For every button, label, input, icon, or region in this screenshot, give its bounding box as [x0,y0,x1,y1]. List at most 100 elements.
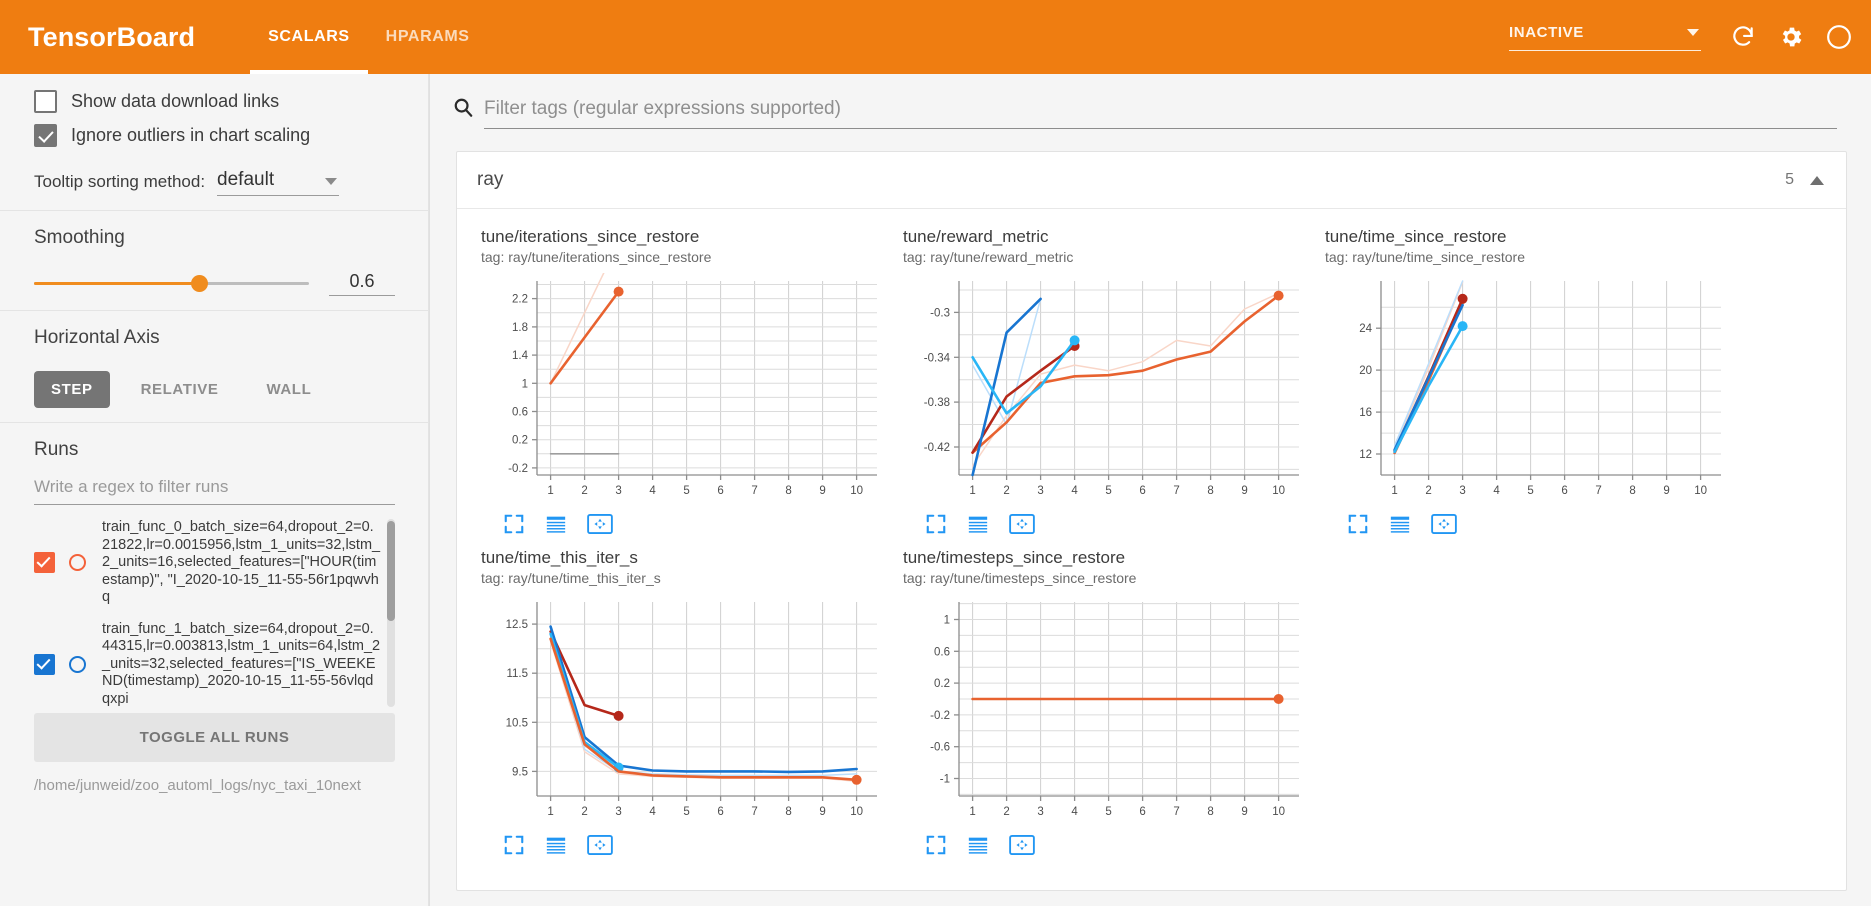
data-table-icon[interactable] [545,834,567,861]
horizontal-axis-section: Horizontal Axis STEP RELATIVE WALL [0,311,429,423]
svg-text:7: 7 [751,806,757,818]
slider-fill [34,281,199,285]
svg-text:4: 4 [649,806,656,818]
svg-text:-0.2: -0.2 [930,710,950,722]
svg-text:1.4: 1.4 [512,350,529,362]
svg-text:3: 3 [615,806,621,818]
svg-text:12.5: 12.5 [506,619,528,631]
chart-title: tune/reward_metric [903,227,1049,246]
smoothing-slider[interactable] [34,274,309,293]
svg-text:9: 9 [1241,806,1247,818]
run-status-value: INACTIVE [1509,23,1584,41]
chart-plot[interactable]: -0.3 -0.34 -0.38 -0.42 1 2 3 4 5 6 7 8 9 10 [903,273,1307,505]
svg-text:8: 8 [1629,485,1635,497]
fit-domain-icon[interactable] [587,513,613,540]
svg-text:5: 5 [683,806,689,818]
gear-icon[interactable] [1767,13,1815,61]
svg-text:4: 4 [1493,485,1500,497]
expand-icon[interactable] [1347,513,1369,540]
show-download-links-row[interactable]: Show data download links [34,90,395,113]
smoothing-label: Smoothing [34,227,125,248]
expand-icon[interactable] [925,834,947,861]
ignore-outliers-row[interactable]: Ignore outliers in chart scaling [34,124,395,147]
list-item[interactable]: train_func_1_batch_size=64,dropout_2=0.4… [34,621,381,708]
svg-text:8: 8 [1207,806,1213,818]
svg-text:10: 10 [1272,806,1285,818]
tab-scalars[interactable]: SCALARS [250,0,368,74]
chart-plot[interactable]: 1 0.6 0.2 -0.2 -0.6 -1 1 2 3 4 5 6 7 8 9 10 [903,594,1307,826]
chart-card-1: tune/reward_metric tag: ray/tune/reward_… [903,227,1313,540]
smoothing-section: Smoothing 0.6 [0,211,429,311]
fit-domain-icon[interactable] [1009,834,1035,861]
fit-domain-icon[interactable] [1431,513,1457,540]
svg-text:8: 8 [1207,485,1213,497]
chart-tag: tag: ray/tune/time_this_iter_s [481,570,661,586]
chart-title: tune/time_this_iter_s [481,548,638,567]
run-checkbox[interactable] [34,653,55,675]
svg-text:3: 3 [1037,485,1043,497]
svg-text:5: 5 [683,485,689,497]
chart-card-4: tune/timesteps_since_restore tag: ray/tu… [903,548,1313,861]
runs-list[interactable]: train_func_0_batch_size=64,dropout_2=0.2… [34,519,395,707]
data-table-icon[interactable] [1389,513,1411,540]
tab-hparams[interactable]: HPARAMS [385,28,470,45]
expand-icon[interactable] [925,513,947,540]
help-icon[interactable] [1815,13,1863,61]
data-table-icon[interactable] [545,513,567,540]
show-download-links-checkbox[interactable] [34,90,57,113]
svg-text:1: 1 [547,485,553,497]
show-download-links-label: Show data download links [71,91,280,111]
nav-tabs: SCALARS HPARAMS [250,0,487,74]
runs-scrollbar-thumb[interactable] [387,521,395,621]
svg-text:6: 6 [717,485,723,497]
chart-title: tune/iterations_since_restore [481,227,700,246]
chart-plot[interactable]: 24 20 16 12 1 2 3 4 5 6 7 8 9 10 [1325,273,1729,505]
smoothing-value[interactable]: 0.6 [329,271,395,296]
toggle-all-runs-button[interactable]: TOGGLE ALL RUNS [34,713,395,762]
chart-plot[interactable]: 2.2 1.8 1.4 1 0.6 0.2 -0.2 1 2 3 4 5 6 7 8 9 10 [481,273,885,505]
svg-text:4: 4 [1071,485,1078,497]
chevron-up-icon[interactable] [1810,175,1824,185]
axis-option-wall[interactable]: WALL [266,381,312,398]
svg-text:9.5: 9.5 [512,766,528,778]
svg-text:3: 3 [1037,806,1043,818]
svg-text:2: 2 [1425,485,1431,497]
svg-text:9: 9 [1241,485,1247,497]
tooltip-sorting-select[interactable]: default [217,169,340,196]
expand-icon[interactable] [503,513,525,540]
svg-text:-0.38: -0.38 [924,397,950,409]
svg-text:-1: -1 [940,774,950,786]
chart-plot[interactable]: 12.5 11.5 10.5 9.5 1 2 3 4 5 6 7 8 9 10 [481,594,885,826]
ignore-outliers-checkbox[interactable] [34,124,57,147]
data-table-icon[interactable] [967,834,989,861]
svg-text:7: 7 [1595,485,1601,497]
fit-domain-icon[interactable] [587,834,613,861]
expand-icon[interactable] [503,834,525,861]
main-content: ray 5 tune/iterations_since_restore tag:… [430,74,1871,906]
svg-text:2.2: 2.2 [512,294,528,306]
axis-option-step[interactable]: STEP [34,371,110,408]
search-icon [452,96,474,129]
svg-text:6: 6 [1139,806,1145,818]
svg-text:24: 24 [1359,323,1372,335]
data-table-icon[interactable] [967,513,989,540]
tooltip-sorting-label: Tooltip sorting method: [34,172,206,191]
fit-domain-icon[interactable] [1009,513,1035,540]
tag-filter-input[interactable] [484,98,1837,129]
run-status-selector[interactable]: INACTIVE [1509,24,1701,51]
slider-knob[interactable] [191,274,208,292]
svg-text:16: 16 [1359,407,1372,419]
section-title: ray [477,169,504,190]
refresh-icon[interactable] [1719,13,1767,61]
list-item[interactable]: train_func_0_batch_size=64,dropout_2=0.2… [34,519,381,607]
chart-tag: tag: ray/tune/time_since_restore [1325,249,1525,265]
svg-text:0.2: 0.2 [934,678,950,690]
svg-text:0.6: 0.6 [934,646,950,658]
section-header-ray[interactable]: ray 5 [457,152,1846,209]
top-app-bar: TensorBoard SCALARS HPARAMS INACTIVE [0,0,1871,74]
chart-tag: tag: ray/tune/iterations_since_restore [481,249,712,265]
svg-text:-0.2: -0.2 [508,463,528,475]
run-checkbox[interactable] [34,552,55,574]
runs-filter-input[interactable] [34,473,395,505]
axis-option-relative[interactable]: RELATIVE [140,381,219,398]
